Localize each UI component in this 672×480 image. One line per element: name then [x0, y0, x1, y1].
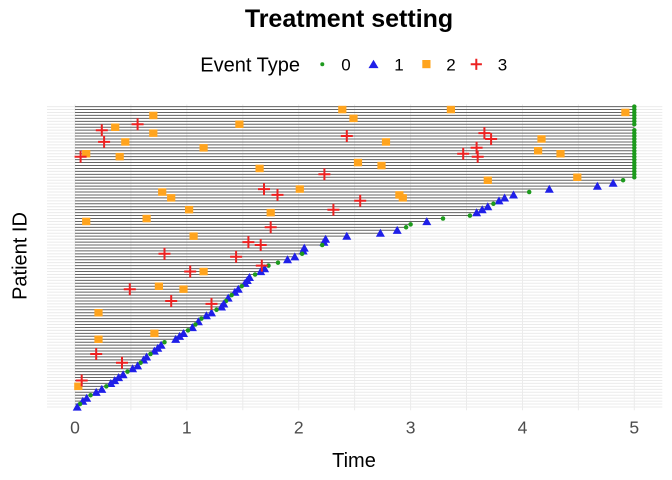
svg-text:Patient ID: Patient ID [10, 212, 32, 300]
svg-text:5: 5 [629, 418, 639, 438]
svg-text:2: 2 [446, 56, 455, 75]
svg-text:3: 3 [406, 418, 416, 438]
svg-text:Treatment setting: Treatment setting [245, 5, 453, 33]
svg-text:0: 0 [70, 418, 80, 438]
svg-text:1: 1 [394, 56, 403, 75]
svg-text:1: 1 [182, 418, 192, 438]
svg-text:Time: Time [332, 450, 376, 472]
svg-text:4: 4 [518, 418, 528, 438]
svg-text:0: 0 [341, 56, 350, 75]
svg-text:3: 3 [498, 56, 507, 75]
svg-text:Event Type: Event Type [200, 55, 300, 77]
svg-text:2: 2 [294, 418, 304, 438]
